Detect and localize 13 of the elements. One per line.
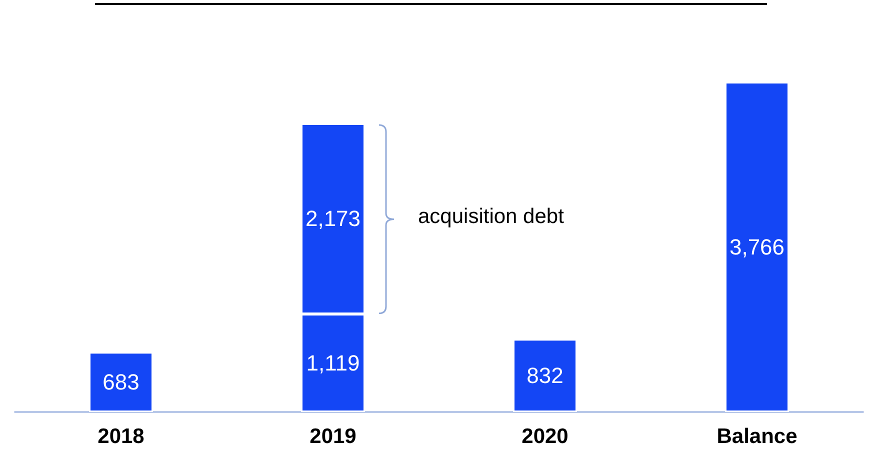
bar — [513, 339, 577, 412]
data-label: 832 — [526, 363, 564, 388]
bar — [89, 352, 153, 412]
bar — [725, 82, 789, 412]
data-label: 683 — [102, 370, 140, 395]
annotation: acquisition debt — [418, 204, 564, 229]
data-label: 2,173 — [305, 206, 361, 232]
x-tick-label: 2019 — [310, 425, 356, 448]
data-label: 3,766 — [729, 234, 785, 260]
x-tick-label: Balance — [716, 425, 798, 448]
x-tick-label: 2020 — [522, 425, 568, 448]
data-label: 1,119 — [306, 350, 360, 376]
x-tick-label: 2018 — [98, 425, 145, 448]
